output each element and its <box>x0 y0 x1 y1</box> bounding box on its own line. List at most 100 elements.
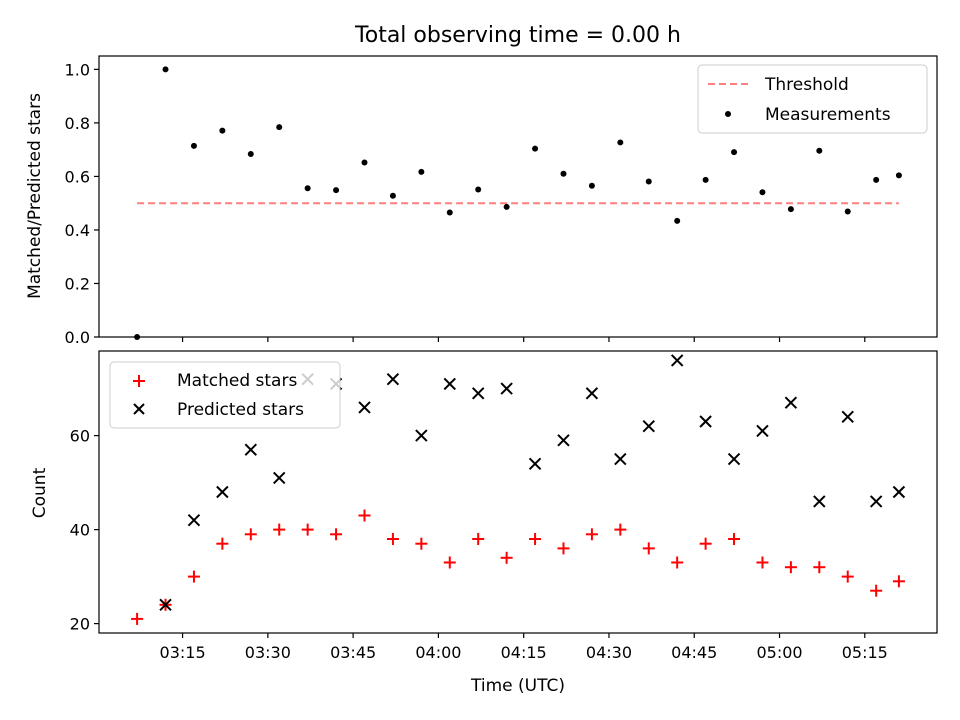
matched-star-point <box>443 556 456 569</box>
predicted-star-point <box>756 424 769 438</box>
legend-matched-swatch <box>133 375 145 387</box>
top-legend: Threshold Measurements <box>697 64 928 134</box>
legend-measurements-label: Measurements <box>765 105 891 125</box>
bottom-x-axis-label: Time (UTC) <box>470 676 565 696</box>
legend-predicted-label: Predicted stars <box>177 400 304 420</box>
legend-predicted-swatch <box>133 403 145 415</box>
predicted-star-point <box>187 513 201 527</box>
predicted-star-point <box>670 354 684 367</box>
measurement-point <box>588 182 595 189</box>
measurement-point <box>731 149 738 156</box>
bottom-y-tick-label: 60 <box>70 427 90 446</box>
bottom-y-axis-label: Count <box>30 467 50 518</box>
measurement-point <box>702 176 709 183</box>
bottom-x-tick-label: 04:00 <box>415 643 461 662</box>
measurement-point <box>446 209 453 216</box>
top-chart-title: Total observing time = 0.00 h <box>354 23 681 48</box>
measurement-point <box>219 127 226 134</box>
bottom-x-tick-label: 04:30 <box>586 643 632 662</box>
measurement-point <box>674 217 681 224</box>
measurement-point <box>787 206 794 213</box>
bottom-x-tick-label: 03:15 <box>160 643 206 662</box>
predicted-star-point <box>699 415 712 428</box>
predicted-star-point <box>892 485 906 499</box>
matched-star-point <box>472 533 485 545</box>
predicted-star-point <box>386 372 400 386</box>
bottom-plot-frame <box>98 350 938 634</box>
measurement-point <box>873 176 880 183</box>
predicted-star-point <box>415 429 428 442</box>
predicted-star-point <box>585 387 599 400</box>
top-y-tick-label: 0.4 <box>65 221 90 240</box>
matched-star-point <box>131 612 144 625</box>
predicted-star-point <box>784 396 798 409</box>
legend-matched-label: Matched stars <box>177 371 297 391</box>
bottom-x-tick-label: 05:15 <box>842 643 888 662</box>
matched-star-point <box>244 528 257 541</box>
measurement-point <box>190 142 197 149</box>
matched-star-point <box>614 523 627 536</box>
matched-star-point <box>813 561 826 574</box>
predicted-star-point <box>727 452 741 466</box>
measurement-point <box>276 124 283 131</box>
bottom-x-tick-label: 04:45 <box>671 643 717 662</box>
bottom-plot-marks <box>131 354 906 625</box>
measurement-point <box>361 159 368 166</box>
matched-star-point <box>529 533 542 545</box>
matched-star-point <box>841 570 854 583</box>
bottom-x-tick-label: 03:30 <box>245 643 291 662</box>
predicted-star-point <box>216 485 229 499</box>
matched-star-point <box>500 551 513 564</box>
top-y-tick-label: 1.0 <box>65 60 90 79</box>
matched-star-point <box>671 556 684 569</box>
bottom-x-tick-label: 03:45 <box>330 643 376 662</box>
predicted-star-point <box>614 452 627 466</box>
bottom-x-tick-label: 04:15 <box>501 643 547 662</box>
matched-star-point <box>870 584 883 597</box>
predicted-star-point <box>642 419 655 433</box>
top-y-tick-label: 0.0 <box>65 328 90 347</box>
measurement-point <box>304 185 311 192</box>
predicted-star-point <box>869 495 883 508</box>
measurement-point <box>816 147 823 154</box>
matched-star-point <box>728 533 741 545</box>
matched-star-point <box>756 556 769 569</box>
predicted-star-point <box>841 410 854 424</box>
matched-star-point <box>187 570 200 583</box>
measurement-point <box>333 187 340 194</box>
matched-star-point <box>642 542 655 555</box>
measurement-point <box>389 192 396 199</box>
measurement-point <box>560 170 567 177</box>
predicted-star-point <box>471 387 485 400</box>
measurement-point <box>759 189 766 196</box>
predicted-star-point <box>528 457 542 471</box>
bottom-x-ticks: 03:15 03:30 03:45 04:00 04:15 04:30 04:45 05:00… <box>160 633 888 662</box>
matched-star-point <box>301 523 314 536</box>
matched-star-point <box>330 528 343 541</box>
top-y-ticks: 0.0 0.2 0.4 0.6 0.8 1.0 <box>65 60 99 347</box>
matched-star-point <box>585 528 598 541</box>
matched-star-point <box>557 542 570 555</box>
bottom-legend: Matched stars Predicted stars <box>109 361 341 429</box>
measurement-point <box>503 203 510 210</box>
top-y-tick-label: 0.8 <box>65 114 90 133</box>
predicted-star-point <box>244 443 258 456</box>
measurement-point <box>475 186 482 193</box>
bottom-y-ticks: 20 40 60 <box>70 427 99 634</box>
predicted-star-point <box>500 382 513 395</box>
matched-star-point <box>386 533 399 545</box>
top-plot-frame <box>98 55 938 338</box>
legend-threshold-label: Threshold <box>764 75 849 95</box>
matched-star-point <box>784 561 797 574</box>
matched-star-point <box>216 537 229 550</box>
top-y-tick-label: 0.2 <box>65 274 90 293</box>
top-x-ticks <box>181 337 866 342</box>
measurement-point <box>532 145 539 152</box>
predicted-star-point <box>358 401 371 414</box>
measurement-point <box>844 208 851 215</box>
measurement-point <box>247 150 254 157</box>
measurement-point <box>645 178 652 185</box>
top-plot-marks <box>134 66 902 340</box>
measurement-point <box>617 139 624 146</box>
